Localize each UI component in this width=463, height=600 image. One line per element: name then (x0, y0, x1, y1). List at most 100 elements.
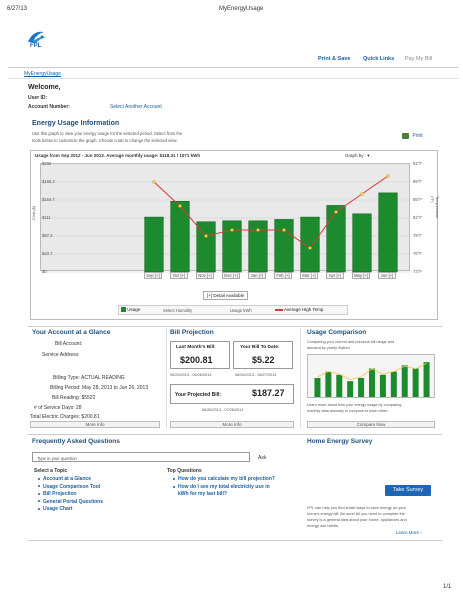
x-tick-oct[interactable]: Oct [+] (170, 272, 188, 279)
usage-comparison-desc-3: Learn more about how your energy usage b… (307, 403, 402, 407)
topic-item[interactable]: Usage Chart (38, 506, 72, 512)
mini-bar (379, 374, 386, 397)
usage-bar-oct[interactable] (170, 200, 190, 273)
temperature-point-dec[interactable] (230, 228, 234, 232)
billing-type: Billing Type: ACTUAL READING (53, 375, 125, 381)
survey-text-2: home's energy bill. Be sure! All you nee… (307, 511, 405, 516)
graph-by-label: Graph by : (345, 153, 367, 158)
bill-account-label: Bill Account: (55, 341, 83, 347)
usage-bar-apr[interactable] (326, 205, 346, 273)
legend-select-humidity[interactable]: Select Humidity (163, 308, 193, 313)
survey-text-4: energy use habits. (307, 523, 339, 528)
x-tick-dec[interactable]: Dec [+] (222, 272, 240, 279)
faq-question-2-cont[interactable]: kWh for my last bill? (178, 491, 227, 497)
topic-label: Bill Projection (43, 491, 77, 497)
account-number-label: Account Number: (28, 104, 70, 110)
print-button[interactable]: Print (402, 133, 423, 139)
quick-links-link[interactable]: Quick Links (363, 56, 395, 62)
legend-usage-kwh[interactable]: Usage kWh (230, 308, 252, 313)
bill-projection-more-info-button[interactable]: More Info (170, 421, 294, 428)
mini-bar (358, 378, 365, 397)
usage-from-text: Usage from Sep 2012 - Jun 2013. (35, 153, 106, 158)
y-tick-right: 88°F (413, 178, 422, 184)
x-tick-jan[interactable]: Jan [+] (248, 272, 266, 279)
energy-usage-description-2: tools below to customize the graph. Choo… (32, 138, 178, 143)
panels-divider (28, 326, 442, 327)
temperature-point-jun[interactable] (386, 174, 390, 178)
faq-ask-button[interactable]: Ask (258, 455, 267, 461)
temperature-point-may[interactable] (360, 192, 364, 196)
x-tick-feb[interactable]: Feb [+] (274, 272, 292, 279)
faq-search-input[interactable]: Type in your question (32, 452, 250, 462)
faq-question-2[interactable]: How do I see my total electricity use in (173, 484, 270, 490)
learn-more-link[interactable]: Learn More › (396, 530, 422, 535)
mini-bar (401, 365, 408, 397)
temperature-point-feb[interactable] (282, 228, 286, 232)
bill-to-date-value: $5.22 (252, 355, 275, 365)
temperature-point-oct[interactable] (178, 204, 182, 208)
welcome-title: Welcome, (28, 84, 61, 91)
x-tick-nov[interactable]: Nov [+] (196, 272, 214, 279)
x-tick-jun[interactable]: Jun [+] (378, 272, 396, 279)
mini-bar (347, 381, 354, 397)
breadcrumb[interactable]: MyEnergyUsage (24, 71, 61, 77)
y-tick-right: 79°F (413, 232, 422, 238)
y-tick-left: $0 (42, 268, 47, 274)
y-tick-right: 91°F (413, 160, 422, 166)
topic-item[interactable]: Account at a Glance (38, 476, 91, 482)
faq-bottom-divider (28, 540, 442, 541)
usage-bar-jun[interactable] (378, 192, 398, 273)
service-address-label: Service Address: (42, 352, 80, 358)
compare-now-button[interactable]: Compare Now (307, 421, 435, 428)
topic-item[interactable]: Usage Comparison Tool (38, 484, 100, 490)
temperature-line (153, 175, 389, 249)
x-tick-may[interactable]: May [+] (352, 272, 370, 279)
bullet-icon (173, 477, 175, 480)
legend-temp-swatch (275, 308, 283, 311)
fpl-logo[interactable]: FPL (24, 28, 54, 52)
print-label: Print (412, 133, 423, 140)
pay-my-bill-link[interactable]: Pay My Bill (405, 56, 433, 62)
faq-title: Frequently Asked Questions (32, 438, 120, 445)
temperature-point-sep[interactable] (152, 180, 156, 184)
graph-by-select[interactable]: Graph by : ▾ (345, 153, 370, 159)
learn-more-label: Learn More (396, 530, 420, 535)
y-tick-right: 76°F (413, 250, 422, 256)
mini-chart-svg (314, 362, 430, 397)
temperature-point-apr[interactable] (334, 210, 338, 214)
x-tick-apr[interactable]: Apr [+] (326, 272, 344, 279)
mini-bar (412, 368, 419, 397)
select-another-account-link[interactable]: Select Another Account (110, 104, 162, 110)
legend-usage-label: Usage (127, 307, 141, 312)
topic-item[interactable]: Bill Projection (38, 491, 77, 497)
topic-label: General Portal Questions (43, 498, 104, 505)
temperature-point-mar[interactable] (308, 246, 312, 250)
survey-title: Home Energy Survey (307, 438, 373, 445)
print-save-link[interactable]: Print & Save (318, 56, 351, 62)
usage-bar-sep[interactable] (144, 216, 164, 273)
legend-avg-high-temp[interactable]: Average High Temp (275, 307, 323, 312)
print-page-number: 1/1 (443, 584, 452, 590)
usage-bar-mar[interactable] (300, 216, 320, 273)
usage-bar-may[interactable] (352, 213, 372, 273)
detail-available-text: [+] Detail Available (207, 293, 245, 298)
bill-to-date-dates: 06/26/2013 - 06/27/2013 (235, 373, 277, 377)
take-survey-button[interactable]: Take Survey (385, 485, 431, 496)
account-more-info-button[interactable]: More Info (30, 421, 160, 428)
faq-question-1[interactable]: How do you calculate my bill projection? (173, 476, 275, 482)
usage-comparison-desc-2: demand by yearly rhythm (307, 346, 350, 350)
usage-bar-nov[interactable] (196, 221, 216, 273)
x-tick-mar[interactable]: Mar [+] (300, 272, 318, 279)
x-tick-sep[interactable]: Sep [+] (144, 272, 162, 279)
legend-usage-swatch (121, 307, 126, 313)
print-title: MyEnergyUsage (219, 6, 264, 12)
temperature-point-nov[interactable] (204, 234, 208, 238)
temperature-point-jan[interactable] (256, 228, 260, 232)
service-days: # of Service Days: 28 (34, 405, 82, 411)
legend-usage[interactable]: Usage (121, 307, 141, 313)
printer-icon (402, 133, 409, 139)
topic-item[interactable]: General Portal Questions (38, 499, 103, 505)
usage-comparison-mini-chart (307, 354, 435, 398)
arrow-right-icon: › (420, 530, 422, 535)
usage-bar-feb[interactable] (274, 219, 294, 273)
